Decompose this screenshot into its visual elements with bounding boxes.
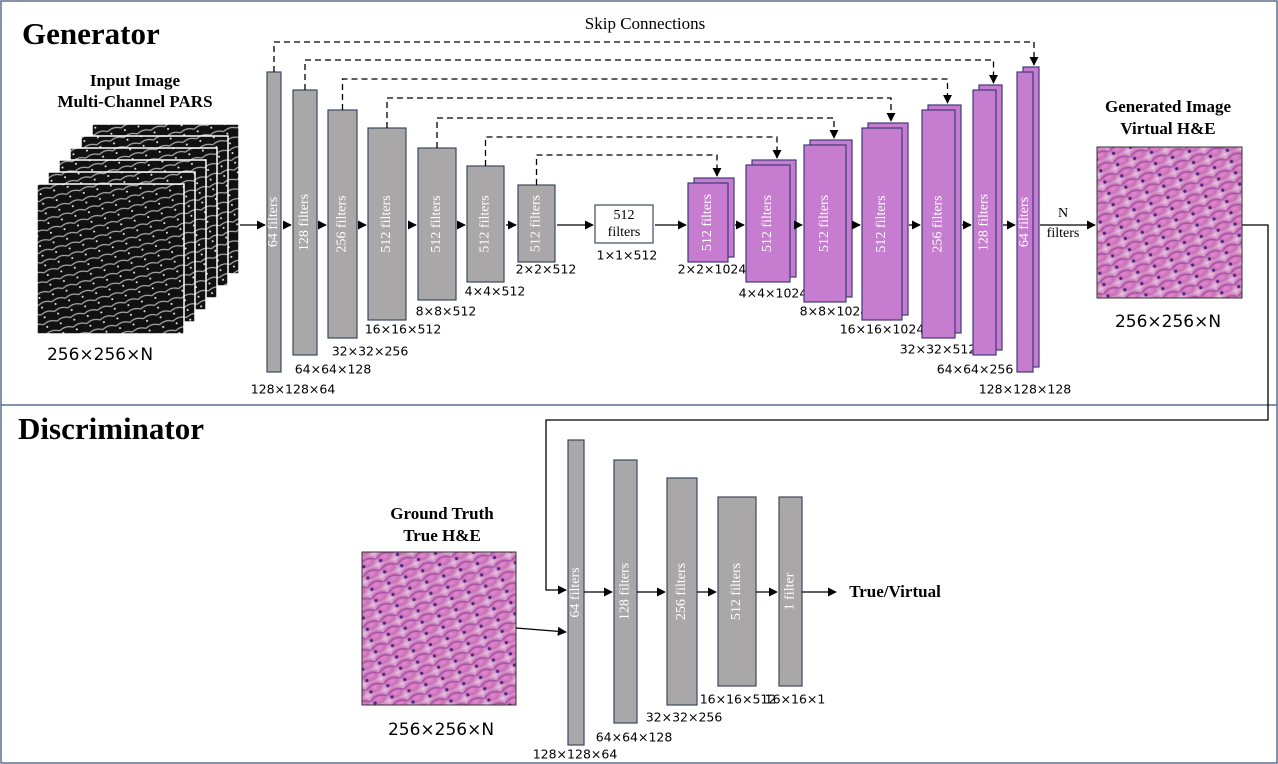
block-label: 1 filter bbox=[783, 572, 798, 610]
section-title: Discriminator bbox=[18, 411, 204, 446]
block-dims: 2×2×512 bbox=[516, 262, 577, 277]
input-title: Ground Truth bbox=[390, 504, 494, 523]
block-dims: 32×32×512 bbox=[900, 342, 977, 357]
arrow bbox=[516, 628, 566, 632]
block-dims: 128×128×64 bbox=[533, 747, 618, 762]
ground-truth-image bbox=[362, 552, 516, 705]
block-label: 512 filters bbox=[874, 195, 889, 252]
output-filters: filters bbox=[1047, 226, 1080, 241]
skip-connection bbox=[305, 60, 994, 90]
section-title: Generator bbox=[22, 16, 160, 51]
skip-label: Skip Connections bbox=[585, 14, 705, 33]
block-dims: 4×4×1024 bbox=[739, 286, 808, 301]
block-dims: 16×16×1 bbox=[765, 692, 826, 707]
block-dims: 2×2×1024 bbox=[678, 262, 747, 277]
block-dims: 16×16×512 bbox=[365, 322, 442, 337]
block-label: 512 filters bbox=[760, 195, 775, 252]
block-dims: 64×64×128 bbox=[596, 730, 673, 745]
block-dims: 128×128×64 bbox=[251, 382, 336, 397]
block-dims: 128×128×128 bbox=[979, 382, 1072, 397]
block-label: 512 filters bbox=[729, 563, 744, 620]
input-title: True H&E bbox=[403, 526, 481, 545]
frame bbox=[1, 1, 1277, 763]
block-label: 64 filters bbox=[266, 197, 281, 247]
input-title: Input Image bbox=[90, 71, 181, 90]
skip-connection bbox=[537, 155, 718, 185]
block-label: 64 filters bbox=[568, 567, 583, 617]
skip-connection bbox=[343, 79, 948, 110]
input-image bbox=[37, 184, 184, 334]
block-label: 256 filters bbox=[931, 195, 946, 252]
block-label: 256 filters bbox=[335, 195, 350, 252]
input-size: 256×256×N bbox=[388, 720, 494, 740]
block-label: 128 filters bbox=[297, 194, 312, 251]
block-dims: 4×4×512 bbox=[465, 284, 526, 299]
output-filters: N bbox=[1058, 206, 1068, 221]
block-label: 256 filters bbox=[674, 563, 689, 620]
block-dims: 32×32×256 bbox=[332, 344, 409, 359]
block-label: 512 filters bbox=[700, 194, 715, 251]
diagram: Generator Skip Connections Input Image Mult… bbox=[0, 0, 1278, 764]
block-label: 512 bbox=[614, 208, 635, 223]
block-label: 512 filters bbox=[478, 195, 493, 252]
output-title: Generated Image bbox=[1105, 97, 1232, 116]
skip-connection bbox=[387, 98, 891, 128]
block-label: 512 filters bbox=[817, 195, 832, 252]
block-label: 512 filters bbox=[429, 195, 444, 252]
skip-connection bbox=[437, 118, 834, 148]
block-dims: 16×16×1024 bbox=[840, 322, 925, 337]
block-label: 128 filters bbox=[977, 194, 992, 251]
block-label: 64 filters bbox=[1017, 197, 1032, 247]
input-size: 256×256×N bbox=[47, 345, 153, 365]
block-label: 512 filters bbox=[529, 195, 544, 252]
input-title: Multi-Channel PARS bbox=[57, 92, 212, 111]
discriminator-output: True/Virtual bbox=[849, 582, 941, 601]
block-label: 512 filters bbox=[379, 195, 394, 252]
block-label: filters bbox=[608, 225, 641, 240]
skip-connection bbox=[274, 42, 1034, 72]
block-dims: 8×8×512 bbox=[416, 304, 477, 319]
generated-image bbox=[1097, 147, 1242, 298]
block-label: 128 filters bbox=[618, 563, 633, 620]
skip-connection bbox=[486, 137, 778, 166]
content: Generator Skip Connections Input Image Mult… bbox=[18, 14, 1268, 762]
block-dims: 32×32×256 bbox=[646, 710, 723, 725]
block-dims: 64×64×256 bbox=[937, 362, 1014, 377]
block-dims: 1×1×512 bbox=[597, 248, 658, 263]
block-dims: 64×64×128 bbox=[295, 362, 372, 377]
output-title: Virtual H&E bbox=[1120, 119, 1215, 138]
block-dims: 8×8×1024 bbox=[800, 304, 869, 319]
output-size: 256×256×N bbox=[1115, 312, 1221, 332]
